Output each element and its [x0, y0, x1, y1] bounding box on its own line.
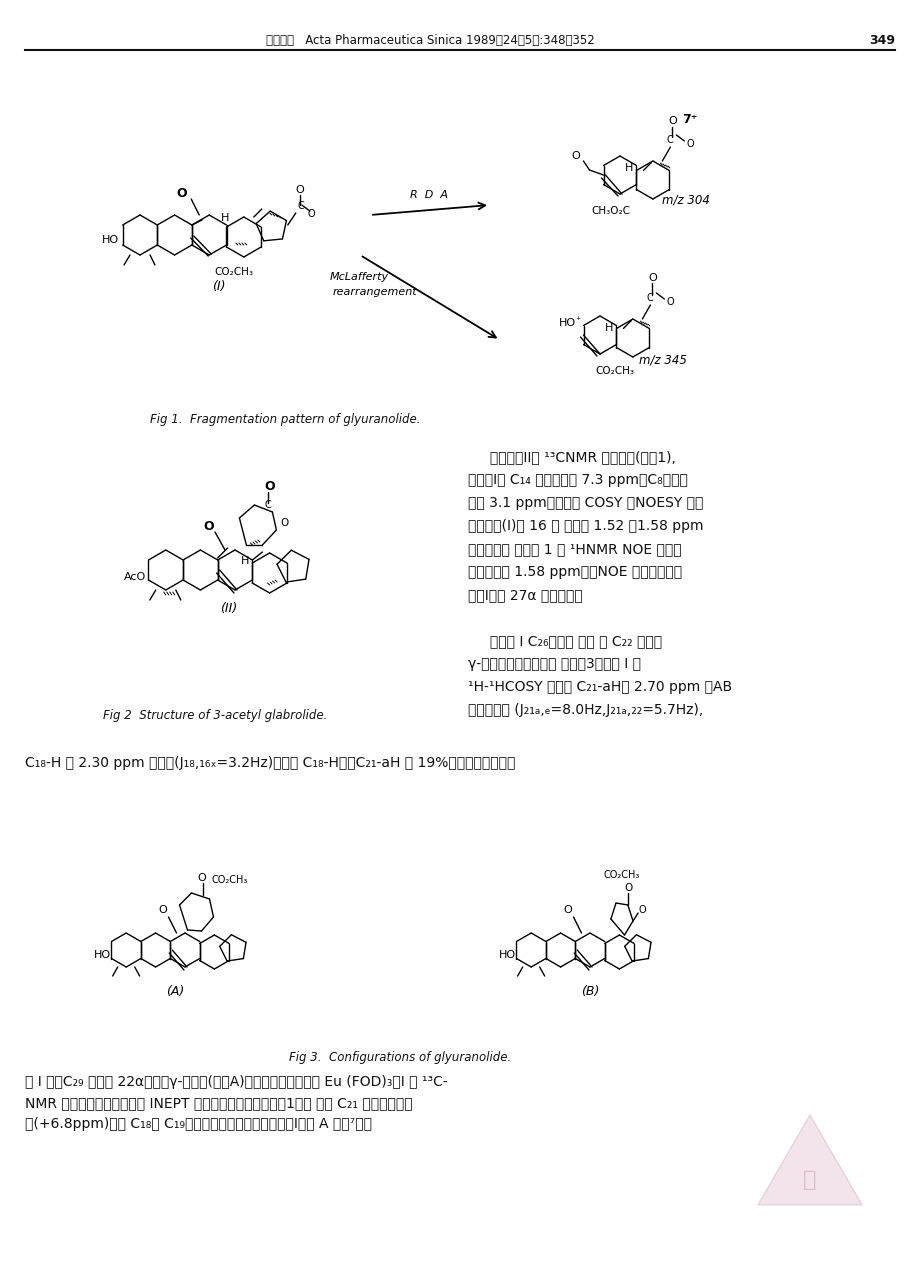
- Text: 349: 349: [868, 33, 894, 47]
- Text: CO₂CH₃: CO₂CH₃: [603, 870, 640, 880]
- Text: Fig 2  Structure of 3-acetyl glabrolide.: Fig 2 Structure of 3-acetyl glabrolide.: [103, 709, 327, 721]
- Text: 元 I 具有C₂₉ 羚基与 22α氧所成γ-内酯环(构型A)。加入化学位移试剂 Eu (FOD)₃测I 的 ¹³C-: 元 I 具有C₂₉ 羚基与 22α氧所成γ-内酯环(构型A)。加入化学位移试剂 …: [25, 1075, 448, 1089]
- Text: C: C: [646, 293, 652, 303]
- Text: H: H: [241, 556, 249, 566]
- Text: C: C: [298, 201, 304, 211]
- Text: 移(+6.8ppm)，而 C₁₈， C₁₉变化较小，进一步说明皌武元I具有 A 构型⁷）。: 移(+6.8ppm)，而 C₁₈， C₁₉变化较小，进一步说明皌武元I具有 A …: [25, 1117, 371, 1131]
- Text: ⁺: ⁺: [574, 315, 580, 326]
- Text: O: O: [571, 151, 580, 162]
- Text: γ-内酯环具有两种构型 （见图3），由 I 的: γ-内酯环具有两种构型 （见图3），由 I 的: [468, 658, 641, 672]
- Text: rearrangement: rearrangement: [333, 287, 417, 296]
- Text: Fig 1.  Fragmentation pattern of glyuranolide.: Fig 1. Fragmentation pattern of glyurano…: [150, 413, 420, 426]
- Text: O: O: [624, 883, 632, 893]
- Text: H: H: [605, 323, 613, 333]
- Text: CO₂CH₃: CO₂CH₃: [595, 366, 633, 377]
- Text: m/z 304: m/z 304: [662, 193, 709, 206]
- Text: 药学学报   Acta Pharmaceutica Sinica 1989；24（5）:348～352: 药学学报 Acta Pharmaceutica Sinica 1989；24（5…: [266, 33, 594, 47]
- Text: 知皌武元(I)的 16 位 质子在 1.52 及1.58 ppm: 知皌武元(I)的 16 位 质子在 1.52 及1.58 ppm: [468, 519, 703, 533]
- Text: (B): (B): [580, 985, 598, 999]
- Text: 呈二组多重 峰，其 1 维 ¹HNMR NOE 实验证: 呈二组多重 峰，其 1 维 ¹HNMR NOE 实验证: [468, 542, 681, 556]
- Text: C: C: [264, 500, 271, 510]
- Text: C: C: [665, 135, 673, 145]
- Text: CH₃O₂C: CH₃O₂C: [591, 206, 630, 216]
- Text: H: H: [624, 163, 632, 173]
- Text: m/z 345: m/z 345: [638, 354, 686, 366]
- Text: O: O: [648, 273, 656, 282]
- Text: McLafferty: McLafferty: [330, 272, 389, 282]
- Text: O: O: [280, 518, 289, 528]
- Text: (II): (II): [221, 602, 237, 614]
- Text: 与皌武元II的 ¹³CNMR 数据相比(见表1),: 与皌武元II的 ¹³CNMR 数据相比(见表1),: [468, 450, 675, 464]
- Text: 皌武元 I C₂₆取代的 羚基 与 C₂₂ 所成的: 皌武元 I C₂₆取代的 羚基 与 C₂₂ 所成的: [468, 633, 662, 647]
- Text: O: O: [665, 296, 674, 307]
- Polygon shape: [757, 1116, 861, 1205]
- Text: HO: HO: [102, 235, 119, 245]
- Text: HO: HO: [94, 950, 111, 960]
- Text: 系统四重峰 (J₂₁ₐ,ₑ=8.0Hz,J₂₁ₐ,₂₂=5.7Hz),: 系统四重峰 (J₂₁ₐ,ₑ=8.0Hz,J₂₁ₐ,₂₂=5.7Hz),: [468, 703, 702, 717]
- Text: CO₂CH₃: CO₂CH₃: [211, 875, 247, 885]
- Text: HO: HO: [559, 318, 575, 327]
- Text: 药: 药: [802, 1170, 816, 1191]
- Text: O: O: [203, 520, 213, 533]
- Text: 明酯甲基与 1.58 ppm峰有NOE 关系，说明皌: 明酯甲基与 1.58 ppm峰有NOE 关系，说明皌: [468, 565, 681, 579]
- Text: 位移 3.1 ppm；由二维 COSY 及NOESY 谱可: 位移 3.1 ppm；由二维 COSY 及NOESY 谱可: [468, 496, 703, 510]
- Text: O: O: [158, 904, 167, 915]
- Text: C₁₈-H 在 2.30 ppm 呈双峰(J₁₈,₁₆ₓ=3.2Hz)；照射 C₁₈-H时，C₂₁-aH 有 19%的增益，说明皌武: C₁₈-H 在 2.30 ppm 呈双峰(J₁₈,₁₆ₓ=3.2Hz)；照射 C…: [25, 756, 515, 770]
- Text: O: O: [296, 184, 304, 195]
- Text: O: O: [176, 187, 187, 200]
- Text: O: O: [264, 480, 275, 494]
- Text: R  D  A: R D A: [410, 190, 448, 200]
- Text: 皌武元I的 C₁₄ 向低场位移 7.3 ppm，C₈向低场: 皌武元I的 C₁₄ 向低场位移 7.3 ppm，C₈向低场: [468, 473, 687, 487]
- Text: 武元I具有 27α 羚酸甲酯基: 武元I具有 27α 羚酸甲酯基: [468, 588, 582, 602]
- Text: 7⁺: 7⁺: [681, 113, 697, 126]
- Text: H: H: [221, 212, 230, 223]
- Text: HO: HO: [499, 950, 516, 960]
- Text: O: O: [667, 116, 676, 126]
- Text: O: O: [308, 209, 315, 219]
- Text: O: O: [198, 873, 206, 883]
- Text: Fig 3.  Configurations of glyuranolide.: Fig 3. Configurations of glyuranolide.: [289, 1052, 511, 1065]
- Text: NMR 质子噪声去偶图，并由 INEPT 技术对砖核全指定（见表1）， 发现 C₂₁ 有明显低场位: NMR 质子噪声去偶图，并由 INEPT 技术对砖核全指定（见表1）， 发现 C…: [25, 1096, 413, 1110]
- Text: O: O: [639, 904, 646, 915]
- Text: AcO: AcO: [124, 572, 146, 583]
- Text: CO₂CH₃: CO₂CH₃: [214, 267, 253, 277]
- Text: (A): (A): [165, 985, 184, 999]
- Text: O: O: [562, 904, 572, 915]
- Text: ¹H-¹HCOSY 谱可知 C₂₁-aH在 2.70 ppm 呈AB: ¹H-¹HCOSY 谱可知 C₂₁-aH在 2.70 ppm 呈AB: [468, 681, 732, 695]
- Text: (I): (I): [212, 280, 226, 293]
- Text: O: O: [686, 139, 693, 149]
